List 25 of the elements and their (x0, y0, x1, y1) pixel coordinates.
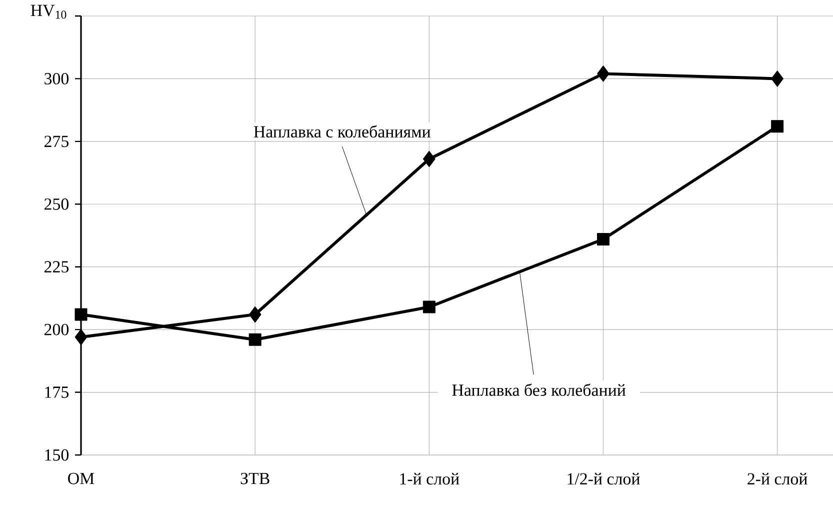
point (248, 333, 262, 346)
text: Наплавка без колебаний (452, 384, 626, 396)
point (74, 308, 88, 321)
point (74, 328, 88, 346)
x-tick-label: 1-й слой (400, 472, 460, 485)
y-tick-label: 300 (44, 72, 69, 84)
point (422, 300, 436, 314)
y-tick-label: 275 (44, 136, 69, 148)
y-tick-label: 225 (44, 261, 69, 273)
x-tick-label: 1/2-й слой (568, 472, 640, 485)
y-axis-title: HV$_{10}$ (30, 4, 66, 19)
y-tick-label: 200 (44, 324, 69, 336)
point (422, 150, 436, 168)
point (771, 120, 784, 133)
point (596, 233, 610, 246)
series-label: Наплавка с колебаниями (254, 125, 430, 138)
x-tick-label: ЗТВ (240, 472, 270, 484)
x-tick-label: ОМ (68, 472, 94, 484)
point (771, 70, 784, 87)
y-tick-label: 250 (44, 198, 69, 210)
x-tick-label: 2-й слой (748, 472, 808, 485)
point (596, 65, 610, 82)
y-tick-label: 175 (45, 386, 69, 398)
y-tick-label: 150 (45, 449, 69, 461)
point (248, 306, 262, 323)
